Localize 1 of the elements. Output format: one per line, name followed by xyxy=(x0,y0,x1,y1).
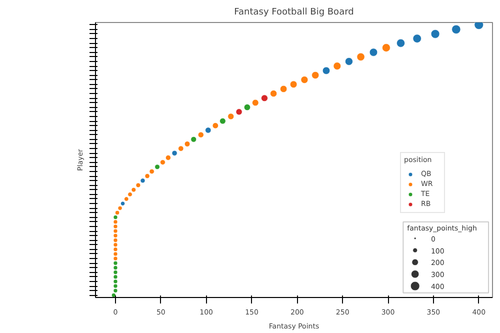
chart-title: Fantasy Football Big Board xyxy=(234,8,354,18)
